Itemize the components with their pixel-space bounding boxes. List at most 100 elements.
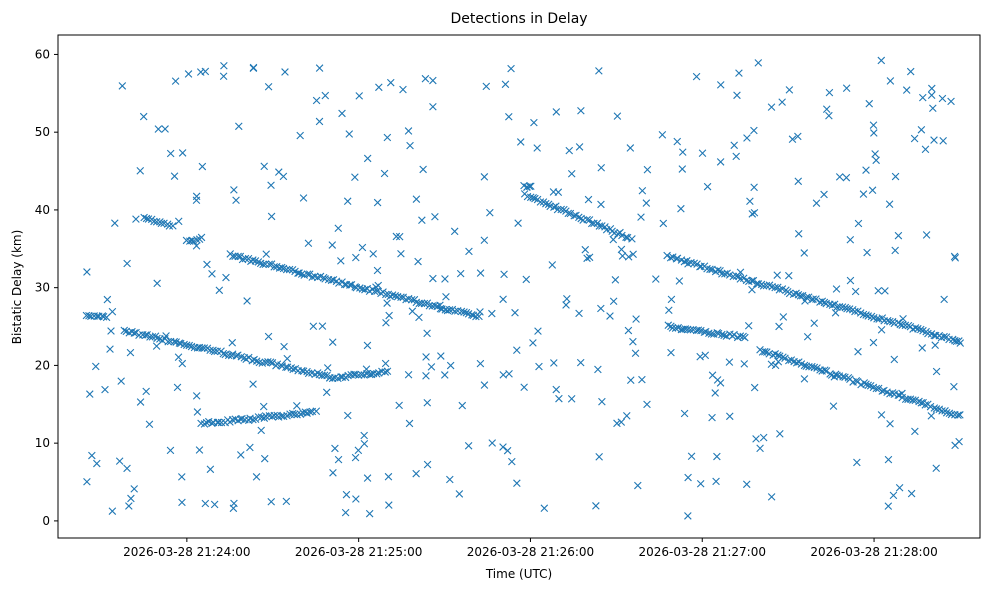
data-point-220 (404, 370, 413, 379)
data-point-374 (583, 254, 591, 263)
data-point-803 (886, 317, 894, 326)
data-point-135 (631, 349, 640, 358)
data-point-313 (750, 383, 759, 392)
data-point-11 (750, 126, 758, 135)
data-point-323 (628, 235, 636, 243)
data-point-602 (295, 269, 303, 277)
data-point-695 (566, 209, 575, 218)
data-point-267 (800, 375, 809, 383)
data-point-87 (950, 382, 958, 391)
data-point-567 (312, 407, 321, 415)
data-point-125 (877, 56, 886, 65)
data-point-675 (525, 182, 534, 191)
data-point-251 (629, 250, 637, 259)
data-point-453 (206, 346, 214, 355)
data-point-377 (171, 77, 180, 85)
data-point-908 (874, 384, 883, 393)
data-point-341 (405, 419, 414, 428)
data-point-954 (87, 312, 95, 321)
data-point-920 (906, 395, 915, 403)
data-point-185 (597, 304, 605, 313)
data-point-30 (562, 301, 570, 309)
data-point-23 (260, 162, 268, 171)
data-point-190 (540, 504, 549, 512)
data-point-688 (550, 203, 558, 211)
data-point-305 (794, 230, 803, 238)
data-point-188 (267, 212, 276, 221)
data-point-303 (166, 149, 175, 158)
data-point-69 (145, 420, 154, 429)
data-point-864 (761, 347, 769, 356)
data-point-329 (687, 452, 696, 461)
data-point-103 (384, 472, 393, 481)
data-point-127 (735, 69, 743, 77)
data-point-8 (299, 194, 308, 202)
data-point-21 (869, 121, 878, 129)
data-point-343 (170, 172, 179, 180)
data-point-413 (652, 275, 660, 283)
data-point-458 (219, 349, 228, 358)
data-point-224 (222, 273, 230, 282)
data-point-159 (881, 287, 889, 295)
data-point-215 (304, 239, 313, 248)
data-point-785 (838, 303, 847, 311)
data-point-307 (931, 341, 939, 350)
data-point-197 (680, 409, 689, 418)
data-point-4 (243, 297, 251, 305)
data-point-244 (249, 63, 258, 72)
data-point-227 (716, 81, 725, 89)
data-point-545 (254, 413, 263, 421)
data-point-936 (947, 410, 956, 419)
data-point-681 (531, 194, 539, 203)
data-point-339 (415, 313, 423, 322)
data-point-131 (767, 360, 776, 369)
data-point-280 (756, 444, 764, 453)
data-point-25 (530, 118, 538, 127)
data-point-959 (99, 312, 108, 321)
data-point-406 (178, 498, 186, 507)
data-point-565 (306, 408, 314, 416)
data-point-771 (802, 293, 811, 302)
data-points (82, 56, 965, 520)
data-point-386 (328, 241, 337, 249)
data-point-38 (643, 400, 651, 409)
data-point-67 (195, 446, 204, 454)
data-point-40 (788, 135, 797, 144)
data-point-942 (144, 215, 153, 223)
data-point-853 (720, 331, 728, 340)
data-point-39 (609, 235, 618, 244)
data-point-932 (938, 407, 946, 415)
data-point-36 (480, 381, 489, 389)
data-point-915 (894, 391, 903, 399)
data-point-201 (910, 134, 919, 143)
data-point-935 (945, 409, 954, 418)
data-point-876 (792, 359, 801, 367)
data-point-403 (725, 358, 734, 366)
data-point-373 (383, 133, 392, 142)
data-point-387 (550, 359, 558, 367)
data-point-879 (800, 361, 809, 370)
data-point-861 (741, 333, 749, 342)
data-point-291 (279, 172, 288, 181)
data-point-385 (322, 388, 331, 397)
data-point-226 (442, 292, 450, 301)
data-point-324 (877, 411, 886, 419)
data-point-95 (358, 243, 367, 252)
data-point-58 (890, 355, 899, 364)
data-point-218 (825, 111, 833, 120)
data-point-666 (462, 308, 471, 317)
data-point-395 (429, 76, 437, 85)
data-point-795 (864, 312, 873, 320)
data-point-7 (567, 169, 576, 178)
data-point-306 (577, 106, 585, 115)
data-point-294 (351, 173, 359, 181)
data-point-203 (911, 427, 919, 436)
data-point-767 (792, 289, 800, 298)
data-point-80 (257, 426, 265, 435)
data-point-172 (354, 446, 363, 455)
data-point-232 (617, 245, 626, 254)
data-point-254 (733, 91, 741, 100)
data-point-388 (440, 371, 449, 379)
data-point-349 (480, 173, 489, 181)
data-point-380 (115, 457, 124, 465)
